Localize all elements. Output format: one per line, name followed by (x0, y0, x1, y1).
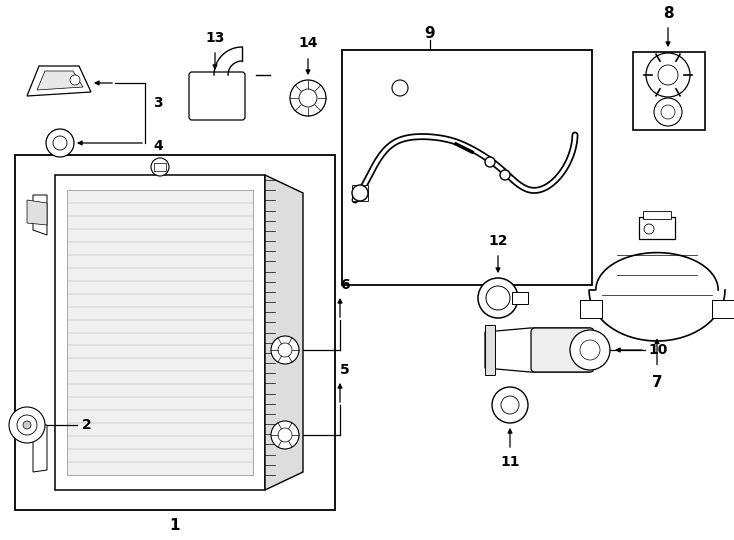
Circle shape (500, 170, 510, 180)
Circle shape (70, 75, 80, 85)
Text: 11: 11 (501, 455, 520, 469)
Circle shape (352, 185, 368, 201)
Bar (55, 175, 265, 490)
Circle shape (9, 407, 45, 443)
Circle shape (478, 278, 518, 318)
Bar (512, 292, 528, 304)
Text: 8: 8 (663, 5, 673, 21)
Text: 12: 12 (488, 234, 508, 248)
Circle shape (492, 387, 528, 423)
Text: 9: 9 (425, 25, 435, 40)
Circle shape (278, 428, 292, 442)
Text: 1: 1 (170, 517, 181, 532)
Bar (639, 217, 675, 239)
Circle shape (570, 330, 610, 370)
Circle shape (654, 98, 682, 126)
Circle shape (278, 343, 292, 357)
Text: 2: 2 (82, 418, 92, 432)
Bar (633, 52, 705, 130)
Circle shape (53, 136, 67, 150)
FancyBboxPatch shape (531, 328, 594, 372)
Circle shape (646, 53, 690, 97)
Polygon shape (37, 71, 83, 90)
Bar (643, 211, 671, 219)
Text: 13: 13 (206, 31, 225, 45)
Bar (67, 190, 253, 475)
Circle shape (486, 286, 510, 310)
Bar (342, 50, 592, 285)
Circle shape (299, 89, 317, 107)
Text: 14: 14 (298, 36, 318, 50)
FancyBboxPatch shape (189, 72, 245, 120)
Circle shape (271, 421, 299, 449)
Bar (15, 155, 335, 510)
Polygon shape (265, 175, 303, 490)
Circle shape (485, 157, 495, 167)
Text: 4: 4 (153, 139, 163, 153)
Circle shape (271, 336, 299, 364)
Text: 6: 6 (340, 278, 350, 292)
Circle shape (23, 421, 31, 429)
Bar (352, 185, 368, 201)
Text: 3: 3 (153, 96, 163, 110)
Bar (712, 300, 734, 318)
Text: 7: 7 (652, 375, 662, 390)
Circle shape (17, 415, 37, 435)
Circle shape (644, 224, 654, 234)
Circle shape (392, 80, 408, 96)
Polygon shape (485, 328, 590, 372)
Bar (154, 163, 166, 171)
Bar (580, 300, 602, 318)
Circle shape (661, 105, 675, 119)
Circle shape (580, 340, 600, 360)
Circle shape (658, 65, 678, 85)
Polygon shape (33, 425, 47, 472)
Text: 5: 5 (340, 363, 350, 377)
Polygon shape (589, 253, 725, 341)
Polygon shape (485, 325, 495, 375)
Polygon shape (27, 66, 91, 96)
Polygon shape (33, 195, 47, 235)
Circle shape (46, 129, 74, 157)
Circle shape (151, 158, 169, 176)
Circle shape (501, 396, 519, 414)
Text: 10: 10 (648, 343, 668, 357)
Circle shape (290, 80, 326, 116)
Polygon shape (27, 200, 47, 225)
